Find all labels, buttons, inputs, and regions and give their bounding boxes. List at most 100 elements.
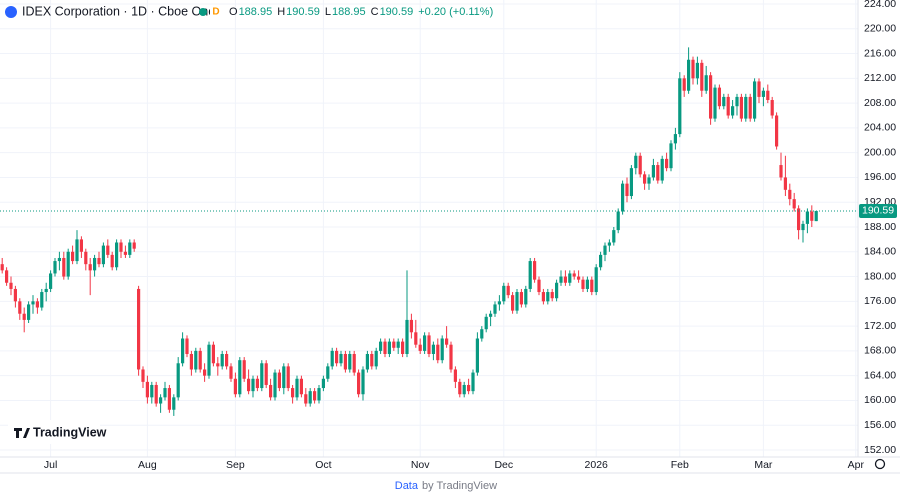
candle-body [225, 353, 229, 367]
brand: TradingView [8, 420, 107, 444]
candle-body [669, 143, 673, 169]
candle-body [167, 388, 171, 410]
candle-body [731, 106, 735, 116]
y-tick-label: 200.00 [864, 146, 896, 158]
y-tick-label: 208.00 [864, 97, 896, 109]
candles [0, 47, 818, 416]
candle-body [84, 251, 88, 265]
brand-logo [14, 428, 30, 438]
candle-body [75, 239, 79, 262]
candle-body [392, 341, 396, 348]
candle-body [123, 251, 127, 255]
candle-body [792, 199, 796, 209]
interval-badge: D [212, 7, 219, 18]
x-tick-label: Mar [754, 459, 773, 471]
candle-body [462, 384, 466, 395]
candle-body [66, 251, 70, 277]
last-price-badge [859, 203, 897, 218]
brand-box [8, 420, 100, 444]
candle-body [739, 96, 743, 119]
candle-body [264, 363, 268, 385]
candle-body [700, 62, 704, 91]
settings-icon[interactable] [874, 458, 886, 470]
candle-body [128, 242, 132, 255]
candle-body [691, 59, 695, 79]
candle-body [352, 353, 356, 373]
y-tick-label: 168.00 [864, 345, 896, 357]
y-tick-label: 224.00 [864, 0, 896, 10]
y-tick-label: 176.00 [864, 295, 896, 307]
candle-body [590, 279, 594, 293]
candle-body [286, 366, 290, 389]
candle-body [233, 378, 237, 395]
legend-key: H [277, 6, 285, 18]
candle-body [5, 270, 9, 283]
candle-body [511, 295, 515, 311]
candle-body [445, 338, 449, 345]
candle-body [484, 316, 488, 330]
legend-change: +0.20 (+0.11%) [418, 6, 493, 18]
candle-body [9, 282, 13, 289]
candle-body [163, 388, 167, 398]
candle-body [418, 344, 422, 351]
candle-body [189, 353, 193, 370]
candle-body [555, 282, 559, 299]
candle-body [330, 350, 334, 367]
y-tick-label: 172.00 [864, 320, 896, 332]
candle-body [150, 384, 154, 398]
candle-body [396, 341, 400, 348]
candle-body [524, 288, 528, 305]
header: IDEX Corporation · 1D · Cboe One D O 188.… [5, 4, 493, 18]
candle-body [361, 369, 365, 395]
candle-body [805, 211, 809, 224]
candle-body [528, 261, 532, 289]
candle-body [453, 369, 457, 382]
candle-body [766, 90, 770, 101]
candle-body [198, 350, 202, 370]
candle-body [53, 261, 57, 274]
candle-body [348, 353, 352, 370]
candle-body [79, 239, 83, 252]
y-tick-label: 188.00 [864, 221, 896, 233]
ohlc-legend: O 188.95 H 190.59 L 188.95 C 190.59 +0.20 (+0.11… [229, 6, 493, 18]
candle-body [414, 332, 418, 345]
footer-link[interactable]: Data [395, 480, 419, 492]
candle-body [757, 81, 761, 97]
candle-body [735, 96, 739, 107]
candle-body [181, 338, 185, 364]
y-tick-label: 156.00 [864, 419, 896, 431]
candle-body [273, 372, 277, 398]
candle-body [638, 155, 642, 175]
candle-body [0, 264, 4, 271]
y-tick-label: 220.00 [864, 23, 896, 35]
candle-body [326, 366, 330, 379]
candle-body [607, 242, 611, 246]
candle-body [709, 75, 713, 119]
candle-body [629, 168, 633, 197]
y-tick-label: 160.00 [864, 394, 896, 406]
y-tick-label: 180.00 [864, 270, 896, 282]
candle-body [489, 313, 493, 317]
candle-body [229, 366, 233, 379]
candle-body [137, 288, 141, 370]
candle-body [203, 369, 207, 376]
candle-body [269, 384, 273, 398]
candle-body [379, 341, 383, 351]
candle-body [775, 115, 779, 147]
legend-key: O [229, 6, 238, 18]
candle-body [44, 288, 48, 293]
candle-body [502, 285, 506, 302]
candle-body [62, 257, 66, 277]
candle-body [621, 183, 625, 212]
candle-body [471, 372, 475, 392]
badge [210, 5, 223, 18]
candle-body [770, 100, 774, 116]
candle-body [537, 279, 541, 293]
y-tick-label: 152.00 [864, 444, 896, 456]
candle-body [172, 397, 176, 410]
candle-body [295, 378, 299, 398]
legend-value: 190.59 [380, 6, 414, 18]
candle-body [577, 276, 581, 280]
candle-body [783, 177, 787, 190]
